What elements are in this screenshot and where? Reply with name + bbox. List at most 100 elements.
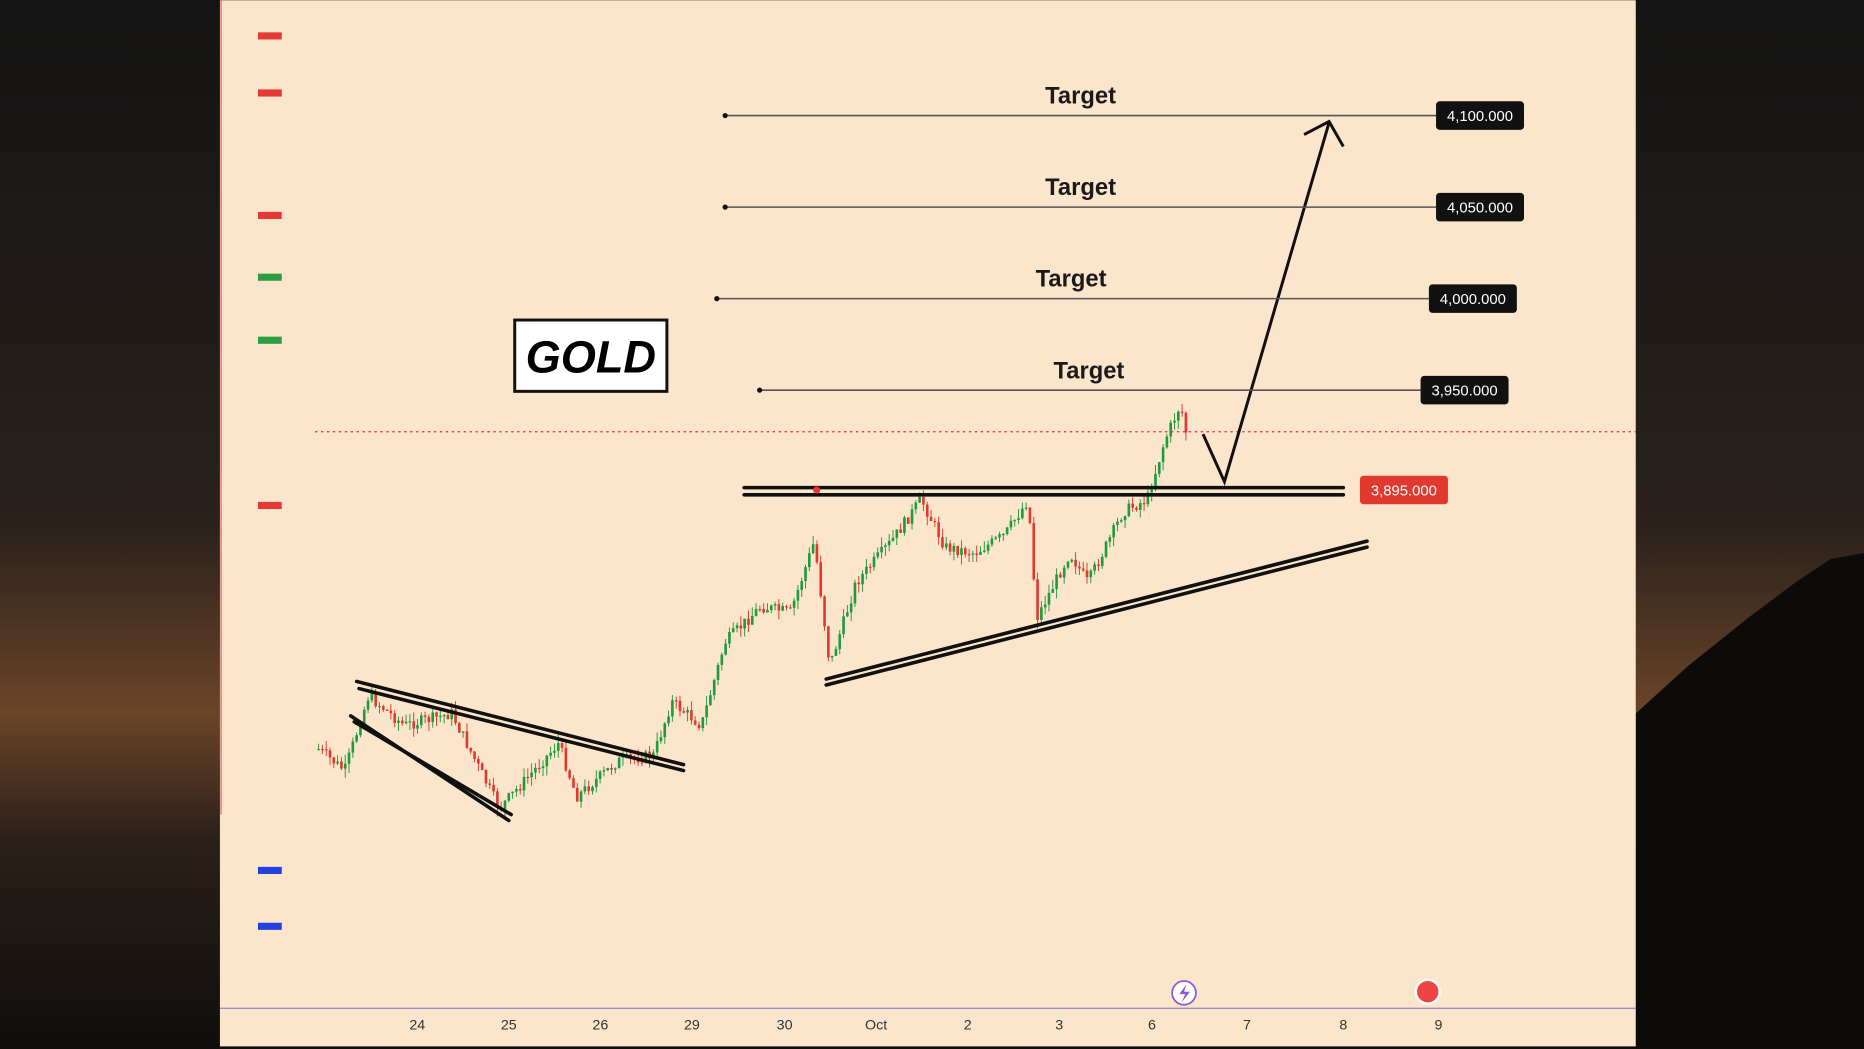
candle-body: [389, 710, 393, 714]
candle-body: [1165, 436, 1169, 448]
axis-marker: [257, 922, 282, 930]
candle-body: [808, 553, 811, 568]
candle-body: [842, 616, 845, 635]
candle-body: [735, 625, 739, 629]
candle-body: [766, 610, 769, 613]
candle-body: [442, 715, 446, 717]
candle-body: [906, 517, 910, 524]
candle-body: [518, 789, 522, 791]
candle-body: [1154, 473, 1157, 490]
candle-body: [545, 755, 549, 767]
candle-body: [1024, 507, 1028, 509]
candle-body: [922, 497, 925, 505]
candle-body: [948, 543, 952, 552]
candle-body: [697, 724, 701, 729]
candle-body: [659, 737, 663, 742]
candle-body: [720, 654, 724, 665]
target-label: Target: [1053, 357, 1124, 384]
candle-body: [549, 752, 552, 756]
candle-body: [1180, 411, 1184, 413]
x-tick-label: 2: [964, 1018, 972, 1034]
candle-body: [1112, 525, 1115, 538]
candle-body: [530, 772, 533, 778]
candle-body: [553, 750, 556, 753]
trendlines: [348, 485, 1369, 823]
candle-body: [754, 609, 758, 616]
candle-body: [929, 516, 933, 522]
candle-body: [910, 509, 914, 524]
candle-body: [868, 566, 872, 568]
axis-marker: [257, 336, 282, 344]
axis-marker: [257, 273, 282, 281]
candle-body: [667, 716, 670, 724]
candle-body: [1097, 564, 1100, 567]
candle-body: [1013, 519, 1017, 522]
candle-body: [853, 582, 857, 604]
candle-body: [731, 628, 735, 632]
price-box: [1428, 284, 1517, 313]
candle-body: [758, 609, 762, 611]
candle-body: [537, 767, 541, 770]
candle-body: [1085, 570, 1089, 578]
candle-body: [400, 720, 404, 724]
target-dot: [714, 296, 720, 302]
candle-body: [796, 589, 800, 601]
candle-body: [937, 522, 940, 538]
candle-body: [556, 743, 560, 751]
candle-body: [952, 545, 956, 552]
candle-body: [381, 706, 385, 710]
candle-body: [1078, 566, 1081, 569]
candle-body: [750, 615, 754, 625]
candle-body: [887, 540, 891, 546]
x-tick-label: 7: [1243, 1018, 1251, 1034]
x-tick-label: 30: [777, 1018, 793, 1034]
candle-body: [419, 715, 423, 726]
candle-body: [602, 770, 606, 772]
candle-body: [378, 706, 381, 708]
target-label: Target: [1036, 266, 1107, 293]
candle-body: [465, 731, 469, 748]
candle-body: [423, 715, 427, 717]
axis-marker: [257, 89, 282, 97]
target-label: Target: [1045, 174, 1116, 201]
candle-body: [488, 783, 492, 785]
price-box: [1420, 375, 1509, 405]
candle-body: [728, 631, 731, 644]
candle-body: [1135, 507, 1138, 510]
candle-body: [781, 606, 784, 611]
candle-body: [343, 763, 347, 769]
candle-body: [347, 752, 351, 764]
candle-body: [1017, 518, 1020, 520]
candle-body: [1138, 503, 1142, 510]
candle-body: [903, 517, 906, 533]
target-label: Target: [1045, 83, 1116, 110]
candle-body: [568, 770, 571, 779]
candle-body: [439, 715, 442, 718]
candle-body: [884, 545, 887, 547]
candle-body: [982, 550, 986, 552]
candle-body: [739, 625, 743, 629]
candle-body: [678, 700, 682, 712]
candle-body: [606, 768, 610, 771]
candle-body: [1062, 567, 1066, 578]
y-axis-markers: [257, 32, 282, 930]
candle-body: [880, 546, 883, 553]
support-line: [824, 539, 1369, 681]
candle-body: [709, 695, 712, 706]
breakout-dot: [813, 486, 821, 494]
trendline: [357, 686, 686, 773]
candle-body: [762, 609, 765, 613]
candle-body: [671, 700, 674, 717]
x-tick-label: 29: [684, 1018, 700, 1034]
candle-body: [359, 726, 362, 736]
candle-body: [355, 735, 358, 742]
candle-body: [594, 778, 598, 788]
candle-body: [724, 643, 727, 655]
candle-body: [693, 720, 697, 725]
candle-body: [1123, 516, 1127, 521]
x-tick-label: 3: [1055, 1018, 1063, 1034]
candle-body: [575, 787, 579, 802]
price-box: [1436, 101, 1525, 130]
